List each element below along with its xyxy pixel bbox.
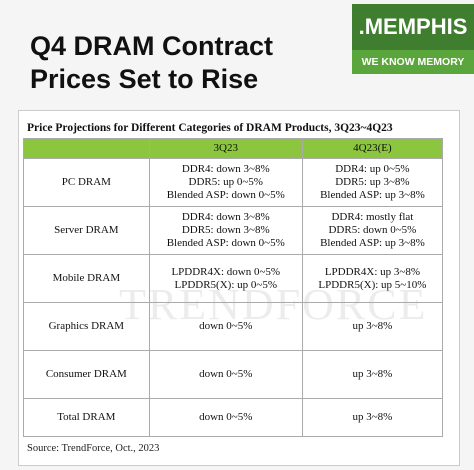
row: Consumer DRAM down 0~5% up 3~8% — [23, 350, 444, 399]
title-line: Q4 DRAM Contract — [30, 31, 274, 61]
row-label: Graphics DRAM — [23, 302, 150, 351]
table: 3Q23 4Q23(E) PC DRAM DDR4: down 3~8% DDR5: u… — [23, 138, 444, 437]
cell-line: down 0~5% — [199, 320, 253, 332]
cell: LPDDR4X: up 3~8% LPDDR5(X): up 5~10% — [301, 254, 444, 303]
cell-line: LPDDR4X: down 0~5% — [171, 265, 281, 278]
row: Total DRAM down 0~5% up 3~8% — [23, 398, 444, 437]
cell: up 3~8% — [301, 398, 444, 437]
row: Mobile DRAM LPDDR4X: down 0~5% LPDDR5(X): … — [23, 254, 444, 303]
cell-line: up 3~8% — [352, 368, 393, 380]
cell-line: LPDDR4X: up 3~8% — [324, 265, 420, 278]
row-label: PC DRAM — [23, 158, 150, 207]
column-header: 4Q23(E) — [301, 138, 444, 159]
cell-line: Blended ASP: down 0~5% — [166, 189, 285, 201]
header-cell — [23, 138, 150, 159]
cell: down 0~5% — [148, 302, 303, 351]
table-title: Price Projections for Different Categori… — [27, 122, 393, 134]
cell: DDR4: down 3~8% DDR5: up 0~5% Blended ASP:… — [148, 158, 303, 207]
column-header: 3Q23 — [148, 138, 303, 159]
cell-line: down 0~5% — [199, 368, 253, 380]
cell-line: DDR5: up 0~5% — [188, 176, 263, 188]
cell-line: DDR4: up 0~5% — [335, 163, 410, 175]
cell-line: Blended ASP: up 3~8% — [320, 237, 425, 249]
title-line: Prices Set to Rise — [30, 64, 259, 94]
cell-line: DDR5: down 0~5% — [328, 224, 417, 236]
cell-line: DDR5: up 3~8% — [335, 176, 410, 188]
cell: LPDDR4X: down 0~5% LPDDR5(X): up 0~5% — [148, 254, 303, 303]
row-label: Server DRAM — [23, 206, 150, 255]
cell-line: DDR4: down 3~8% — [181, 211, 270, 223]
cell-line: DDR5: down 3~8% — [181, 224, 270, 236]
cell: DDR4: up 0~5% DDR5: up 3~8% Blended ASP: u… — [301, 158, 444, 207]
cell: up 3~8% — [301, 302, 444, 351]
source: Source: TrendForce, Oct., 2023 — [27, 443, 160, 454]
cell: down 0~5% — [148, 398, 303, 437]
cell-line: Blended ASP: down 0~5% — [166, 237, 285, 249]
cell-line: up 3~8% — [352, 320, 393, 332]
cell-line: DDR4: down 3~8% — [181, 163, 270, 175]
cell: DDR4: mostly flat DDR5: down 0~5% Blended … — [301, 206, 444, 255]
table-panel: Price Projections for Different Categori… — [18, 110, 460, 466]
row-label: Consumer DRAM — [23, 350, 150, 399]
row-label: Total DRAM — [23, 398, 150, 437]
row: PC DRAM DDR4: down 3~8% DDR5: up 0~5% Blend… — [23, 158, 444, 207]
cell: DDR4: down 3~8% DDR5: down 3~8% Blended AS… — [148, 206, 303, 255]
row-label: Mobile DRAM — [23, 254, 150, 303]
cell-line: DDR4: mostly flat — [331, 211, 414, 223]
cell-line: down 0~5% — [199, 411, 253, 423]
title: Q4 DRAM Contract Prices Set to Rise — [30, 30, 273, 96]
cell: down 0~5% — [148, 350, 303, 399]
logo: .MEMPHIS WE KNOW MEMORY — [352, 4, 474, 76]
cell: up 3~8% — [301, 350, 444, 399]
tagline: WE KNOW MEMORY — [352, 50, 474, 74]
cell-line: LPDDR5(X): up 5~10% — [318, 278, 427, 291]
logo-name: .MEMPHIS — [352, 4, 474, 50]
cell-line: Blended ASP: up 3~8% — [320, 189, 425, 201]
row: Graphics DRAM down 0~5% up 3~8% — [23, 302, 444, 351]
cell-line: up 3~8% — [352, 411, 393, 423]
cell-line: LPDDR5(X): up 0~5% — [174, 278, 278, 291]
row: Server DRAM DDR4: down 3~8% DDR5: down 3~8… — [23, 206, 444, 255]
